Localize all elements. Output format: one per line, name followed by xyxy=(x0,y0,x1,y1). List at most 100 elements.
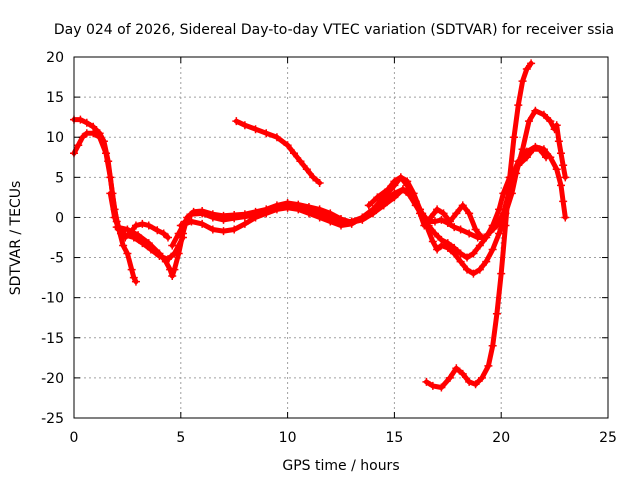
data-point xyxy=(176,221,185,230)
data-point xyxy=(542,153,551,162)
data-point xyxy=(262,209,271,218)
data-point xyxy=(524,117,533,126)
data-point xyxy=(437,241,446,250)
series-line xyxy=(423,60,534,390)
data-point xyxy=(396,173,405,182)
series-s7 xyxy=(232,117,324,187)
data-point xyxy=(76,115,85,124)
data-point xyxy=(240,219,249,228)
data-point xyxy=(535,145,544,154)
data-point xyxy=(304,209,313,218)
data-point xyxy=(552,121,561,130)
data-point xyxy=(559,161,568,170)
data-point xyxy=(552,165,561,174)
series-layer xyxy=(70,59,570,392)
data-point xyxy=(208,213,217,222)
data-point xyxy=(230,225,239,234)
data-point xyxy=(497,269,506,278)
data-point xyxy=(561,213,570,222)
data-point xyxy=(272,133,281,142)
data-point xyxy=(309,173,318,182)
data-point xyxy=(554,137,563,146)
series-line xyxy=(178,108,558,277)
data-point xyxy=(364,201,373,210)
data-point xyxy=(123,225,132,234)
data-point xyxy=(251,213,260,222)
data-point xyxy=(272,205,281,214)
data-point xyxy=(390,189,399,198)
y-tick-label: -25 xyxy=(41,411,64,427)
data-point xyxy=(159,229,168,238)
x-axis-title: GPS time / hours xyxy=(282,458,399,474)
data-point xyxy=(439,209,448,218)
data-point xyxy=(559,197,568,206)
data-point xyxy=(294,205,303,214)
data-point xyxy=(471,225,480,234)
data-point xyxy=(230,214,239,223)
data-point xyxy=(129,273,138,282)
data-point xyxy=(430,217,439,226)
data-point xyxy=(484,361,493,370)
data-point xyxy=(240,121,249,130)
data-point xyxy=(110,213,119,222)
data-point xyxy=(465,377,474,386)
data-point xyxy=(326,217,335,226)
data-point xyxy=(198,219,207,228)
data-point xyxy=(187,210,196,219)
data-point xyxy=(290,149,299,158)
data-point xyxy=(347,219,356,228)
data-point xyxy=(131,277,140,286)
x-tick-label: 10 xyxy=(279,430,297,446)
data-point xyxy=(512,169,521,178)
series-line xyxy=(366,174,485,240)
data-point xyxy=(163,233,172,242)
x-tick-label: 25 xyxy=(599,430,617,446)
data-point xyxy=(456,257,465,266)
data-point xyxy=(488,341,497,350)
data-point xyxy=(403,181,412,190)
data-point xyxy=(155,249,164,258)
data-point xyxy=(437,383,446,392)
y-tick-label: 20 xyxy=(46,50,64,66)
data-point xyxy=(430,229,439,238)
chart-title: Day 024 of 2026, Sidereal Day-to-day VTE… xyxy=(54,22,614,38)
data-point xyxy=(539,110,548,119)
data-point xyxy=(251,125,260,134)
data-point xyxy=(522,153,531,162)
data-point xyxy=(168,241,177,250)
tick-layer: 0 5 10 15 20 25 -25 -20 -15 -10 -5 0 5 10 15 20 xyxy=(41,50,617,446)
data-point xyxy=(458,369,467,378)
data-point xyxy=(428,237,437,246)
data-point xyxy=(123,249,132,258)
data-point xyxy=(208,225,217,234)
data-point xyxy=(469,269,478,278)
data-point xyxy=(106,189,115,198)
data-point xyxy=(495,229,504,238)
series-line xyxy=(169,146,549,261)
data-point xyxy=(82,118,91,127)
data-point xyxy=(315,213,324,222)
data-point xyxy=(510,133,519,142)
data-point xyxy=(104,157,113,166)
data-point xyxy=(112,223,121,232)
data-point xyxy=(409,193,418,202)
series-s10 xyxy=(552,121,570,182)
data-point xyxy=(337,221,345,230)
data-point xyxy=(463,265,472,274)
data-point xyxy=(283,141,292,150)
y-tick-label: 10 xyxy=(46,130,64,146)
data-point xyxy=(477,373,486,382)
data-point xyxy=(373,193,382,202)
data-point xyxy=(518,145,527,154)
y-axis-title: SDTVAR / TECUs xyxy=(8,181,24,296)
data-point xyxy=(433,245,442,254)
data-point xyxy=(144,221,153,230)
data-point xyxy=(458,201,467,210)
data-point xyxy=(422,377,431,386)
data-point xyxy=(262,129,271,138)
data-point xyxy=(127,265,136,274)
data-point xyxy=(153,226,162,235)
data-point xyxy=(505,173,514,182)
data-point xyxy=(492,309,501,318)
